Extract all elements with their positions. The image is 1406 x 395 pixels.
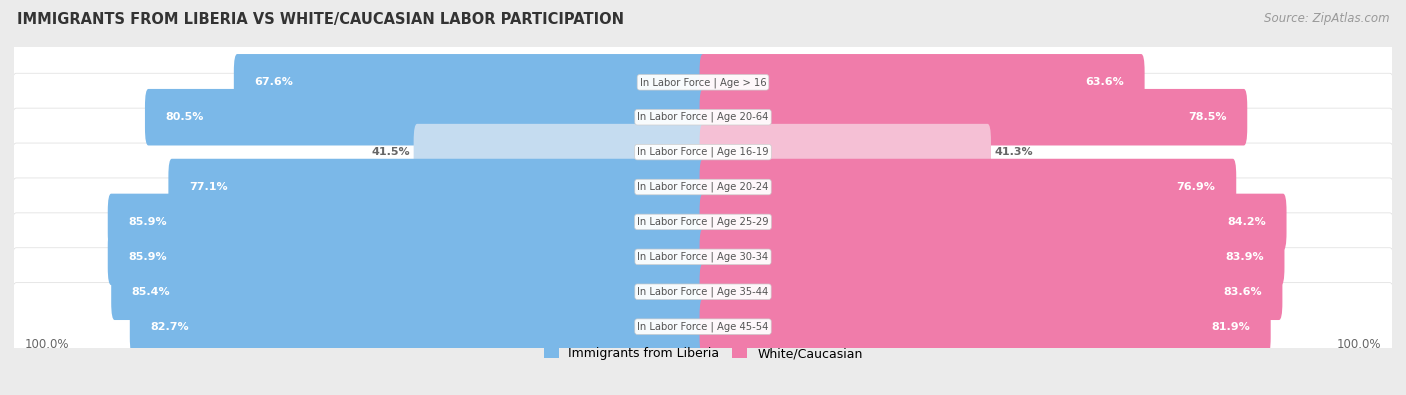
Text: 85.9%: 85.9% <box>128 217 167 227</box>
Text: 41.3%: 41.3% <box>994 147 1033 157</box>
FancyBboxPatch shape <box>11 283 1395 371</box>
Text: 80.5%: 80.5% <box>166 112 204 122</box>
FancyBboxPatch shape <box>700 229 1285 285</box>
FancyBboxPatch shape <box>11 73 1395 161</box>
Text: In Labor Force | Age > 16: In Labor Force | Age > 16 <box>640 77 766 88</box>
FancyBboxPatch shape <box>11 248 1395 336</box>
FancyBboxPatch shape <box>145 89 706 145</box>
FancyBboxPatch shape <box>700 89 1247 145</box>
FancyBboxPatch shape <box>108 229 706 285</box>
Text: In Labor Force | Age 35-44: In Labor Force | Age 35-44 <box>637 286 769 297</box>
FancyBboxPatch shape <box>108 194 706 250</box>
Text: Source: ZipAtlas.com: Source: ZipAtlas.com <box>1264 12 1389 25</box>
Text: In Labor Force | Age 20-64: In Labor Force | Age 20-64 <box>637 112 769 122</box>
FancyBboxPatch shape <box>700 263 1282 320</box>
FancyBboxPatch shape <box>11 178 1395 266</box>
Text: 78.5%: 78.5% <box>1188 112 1226 122</box>
FancyBboxPatch shape <box>129 298 706 355</box>
Text: 82.7%: 82.7% <box>150 322 188 332</box>
Text: 84.2%: 84.2% <box>1227 217 1265 227</box>
FancyBboxPatch shape <box>700 298 1271 355</box>
Text: 77.1%: 77.1% <box>188 182 228 192</box>
Text: 85.9%: 85.9% <box>128 252 167 262</box>
Text: 83.6%: 83.6% <box>1223 287 1261 297</box>
Text: In Labor Force | Age 20-24: In Labor Force | Age 20-24 <box>637 182 769 192</box>
Text: 81.9%: 81.9% <box>1211 322 1250 332</box>
Text: 76.9%: 76.9% <box>1177 182 1216 192</box>
FancyBboxPatch shape <box>413 124 706 181</box>
Text: In Labor Force | Age 25-29: In Labor Force | Age 25-29 <box>637 217 769 227</box>
Legend: Immigrants from Liberia, White/Caucasian: Immigrants from Liberia, White/Caucasian <box>538 342 868 365</box>
Text: 100.0%: 100.0% <box>24 338 69 351</box>
FancyBboxPatch shape <box>233 54 706 111</box>
FancyBboxPatch shape <box>111 263 706 320</box>
FancyBboxPatch shape <box>11 38 1395 126</box>
FancyBboxPatch shape <box>169 159 706 215</box>
FancyBboxPatch shape <box>11 143 1395 231</box>
Text: In Labor Force | Age 30-34: In Labor Force | Age 30-34 <box>637 252 769 262</box>
Text: 100.0%: 100.0% <box>1337 338 1382 351</box>
FancyBboxPatch shape <box>11 213 1395 301</box>
Text: 85.4%: 85.4% <box>132 287 170 297</box>
Text: 63.6%: 63.6% <box>1085 77 1123 87</box>
FancyBboxPatch shape <box>700 194 1286 250</box>
Text: In Labor Force | Age 45-54: In Labor Force | Age 45-54 <box>637 322 769 332</box>
Text: 83.9%: 83.9% <box>1225 252 1264 262</box>
FancyBboxPatch shape <box>11 108 1395 196</box>
FancyBboxPatch shape <box>700 159 1236 215</box>
Text: 67.6%: 67.6% <box>254 77 294 87</box>
FancyBboxPatch shape <box>700 124 991 181</box>
Text: IMMIGRANTS FROM LIBERIA VS WHITE/CAUCASIAN LABOR PARTICIPATION: IMMIGRANTS FROM LIBERIA VS WHITE/CAUCASI… <box>17 12 624 27</box>
Text: In Labor Force | Age 16-19: In Labor Force | Age 16-19 <box>637 147 769 157</box>
FancyBboxPatch shape <box>700 54 1144 111</box>
Text: 41.5%: 41.5% <box>371 147 411 157</box>
